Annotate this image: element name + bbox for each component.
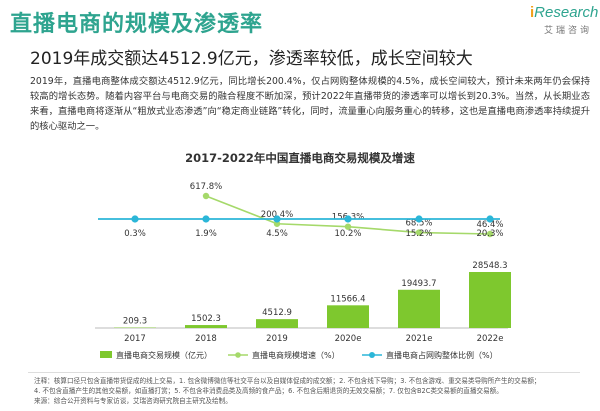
brand-subtitle: 艾瑞咨询	[544, 26, 593, 36]
share-point-2020e	[344, 215, 352, 223]
bar-label-2021e: 19493.7	[401, 279, 436, 289]
footer-notes: 注释：核算口径只包含直播带货促成的线上交易，1. 包含微博微信等社交平台以及自媒…	[34, 376, 590, 406]
growth-label-2022e: 46.4%	[476, 220, 503, 230]
share-point-2018	[202, 215, 210, 223]
x-tick-2018: 2018	[195, 334, 217, 344]
share-point-2021e	[415, 215, 423, 223]
legend-marker-growth	[235, 352, 241, 358]
growth-point-2018	[202, 192, 210, 200]
x-tick-2017: 2017	[124, 334, 146, 344]
share-point-2017	[131, 215, 139, 223]
footer-divider	[28, 372, 580, 373]
legend-swatch-bar	[100, 351, 112, 358]
x-tick-2022e: 2022e	[477, 334, 504, 344]
bar-label-2022e: 28548.3	[472, 261, 507, 271]
page-title: 直播电商的规模及渗透率	[10, 12, 264, 37]
share-label-2021e: 15.2%	[405, 229, 432, 239]
growth-label-2021e: 68.5%	[405, 219, 432, 229]
bar-label-2017: 209.3	[123, 317, 147, 327]
note-line-3: 来源：综合公开资料与专家访谈，艾瑞咨询研究院自主研究及绘制。	[34, 397, 232, 405]
share-point-2019	[273, 215, 281, 223]
x-tick-2019: 2019	[266, 334, 288, 344]
iresearch-logo: iResearch 艾瑞咨询	[530, 4, 599, 38]
bar-2018	[185, 325, 227, 328]
brand-name: iResearch	[530, 4, 599, 21]
legend-label-bar: 直播电商交易规模（亿元）	[116, 350, 212, 360]
bar-2019	[256, 319, 298, 328]
share-label-2018: 1.9%	[195, 229, 217, 239]
x-tick-2020e: 2020e	[335, 334, 362, 344]
growth-point-2021e	[415, 229, 423, 236]
share-label-2017: 0.3%	[124, 229, 146, 239]
growth-label-2018: 617.8%	[190, 182, 222, 192]
bar-label-2020e: 11566.4	[330, 294, 365, 304]
brand-text: Research	[534, 4, 599, 21]
growth-point-2022e	[486, 230, 494, 238]
share-label-2019: 4.5%	[266, 229, 288, 239]
summary-paragraph: 2019年，直播电商整体成交额达4512.9亿元，同比增长200.4%，仅占网购…	[30, 76, 590, 132]
chart-title: 2017-2022年中国直播电商交易规模及增速	[185, 151, 415, 165]
x-tick-2021e: 2021e	[406, 334, 433, 344]
bar-2020e	[327, 305, 369, 328]
share-label-2020e: 10.2%	[334, 229, 361, 239]
legend-label-growth: 直播电商规模增速（%）	[252, 350, 340, 360]
note-line-2: 4. 不包含直播产生的其他交易额，如直播打赏；5. 不包含非消费品类及高频的食产…	[34, 387, 503, 395]
headline: 2019年成交额达4512.9亿元，渗透率较低，成长空间较大	[30, 49, 473, 69]
share-label-2022e: 20.3%	[476, 229, 503, 239]
growth-label-2019: 200.4%	[261, 210, 293, 220]
bar-label-2018: 1502.3	[191, 314, 221, 324]
growth-point-2020e	[344, 223, 352, 230]
bar-2021e	[398, 289, 440, 328]
share-point-2022e	[486, 215, 494, 223]
legend-marker-share	[369, 352, 375, 358]
note-line-1: 注释：核算口径只包含直播带货促成的线上交易，1. 包含微博微信等社交平台以及自媒…	[34, 377, 541, 385]
bar-label-2019: 4512.9	[262, 308, 292, 318]
bar-2022e	[469, 272, 511, 328]
legend-label-share: 直播电商占网购整体比例（%）	[386, 350, 498, 360]
